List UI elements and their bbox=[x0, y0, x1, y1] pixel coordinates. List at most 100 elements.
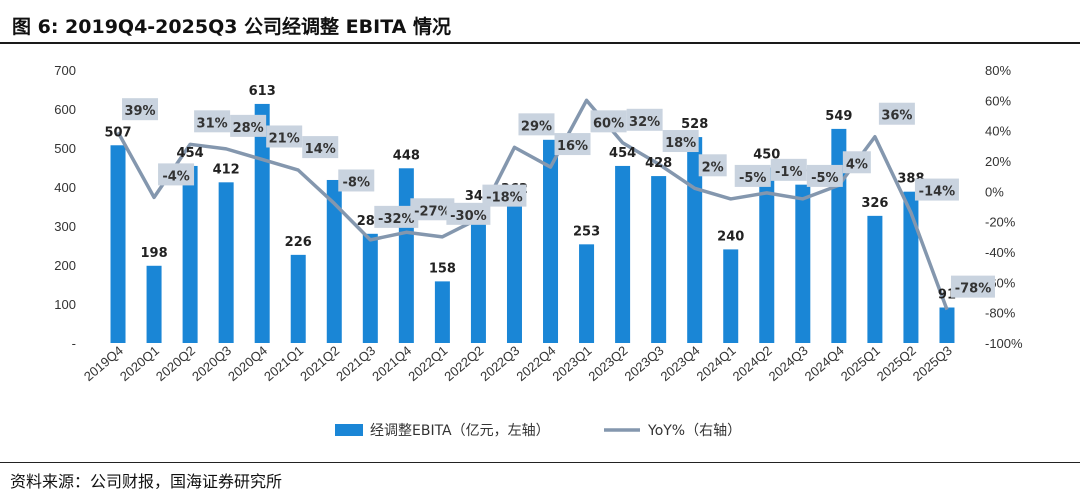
yoy-value-label: 21% bbox=[269, 131, 300, 146]
left-tick-label: - bbox=[72, 336, 76, 351]
yoy-value-label: 16% bbox=[557, 139, 588, 154]
bar-value-label: 326 bbox=[861, 196, 888, 211]
left-tick-label: 400 bbox=[54, 180, 76, 195]
yoy-label-box bbox=[878, 102, 915, 125]
x-tick-label: 2023Q1 bbox=[549, 343, 594, 384]
title-bar: 图 6: 2019Q4-2025Q3 公司经调整 EBITA 情况 bbox=[0, 0, 1080, 44]
yoy-label-box bbox=[518, 113, 555, 136]
left-tick-label: 600 bbox=[54, 102, 76, 117]
left-tick-label: 700 bbox=[54, 63, 76, 78]
yoy-value-label: -30% bbox=[450, 209, 487, 224]
right-tick-label: -80% bbox=[985, 306, 1016, 321]
chart: - 100 200 300 400 500 600 700 -100% -80% - 60% -40%… bbox=[54, 63, 1023, 439]
yoy-value-label: -5% bbox=[811, 171, 838, 186]
yoy-value-label: 29% bbox=[521, 119, 552, 134]
right-tick-label: -40% bbox=[985, 245, 1016, 260]
left-tick-label: 500 bbox=[54, 141, 76, 156]
legend-line-label: YoY%（右轴） bbox=[647, 423, 741, 439]
yoy-value-label: 31% bbox=[197, 116, 228, 131]
bar bbox=[182, 165, 198, 343]
yoy-value-label: 60% bbox=[593, 116, 624, 131]
x-tick-label: 2021Q4 bbox=[369, 343, 414, 384]
yoy-value-label: -14% bbox=[919, 185, 956, 200]
bar bbox=[867, 215, 883, 343]
x-tick-label: 2020Q3 bbox=[189, 343, 234, 384]
bar-value-label: 158 bbox=[429, 261, 456, 276]
bar bbox=[254, 103, 270, 344]
bar-series bbox=[110, 103, 955, 344]
x-tick-label: 2024Q3 bbox=[766, 343, 811, 384]
bar-value-label: 454 bbox=[609, 146, 636, 161]
bar-value-label: 454 bbox=[177, 146, 204, 161]
yoy-value-label: -1% bbox=[775, 165, 802, 180]
bar-value-label: 448 bbox=[393, 148, 420, 163]
x-tick-label: 2024Q4 bbox=[802, 343, 847, 384]
bar bbox=[795, 184, 811, 343]
bar-value-label: 507 bbox=[104, 125, 131, 140]
yoy-value-label: -32% bbox=[378, 212, 415, 227]
yoy-value-label: 4% bbox=[846, 157, 868, 172]
yoy-value-label: -18% bbox=[486, 191, 523, 206]
yoy-label-box bbox=[230, 114, 267, 137]
left-tick-label: 100 bbox=[54, 297, 76, 312]
yoy-labels: 39% -4% 31% 28% 21% 14% -8% -32%-27% -30% -18% 29%… bbox=[122, 98, 995, 298]
x-tick-label: 2023Q2 bbox=[585, 343, 630, 384]
yoy-line bbox=[116, 98, 949, 311]
yoy-label-box bbox=[374, 205, 419, 228]
legend-bar-label: 经调整EBITA（亿元，左轴） bbox=[370, 423, 550, 439]
x-tick-label: 2021Q1 bbox=[261, 343, 306, 384]
source-note: 资料来源：公司财报，国海证券研究所 bbox=[10, 472, 283, 491]
x-tick-label: 2025Q3 bbox=[910, 343, 955, 384]
x-tick-label: 2025Q1 bbox=[838, 343, 883, 384]
yoy-value-label: -8% bbox=[343, 175, 370, 190]
bar bbox=[723, 249, 739, 343]
yoy-value-label: -4% bbox=[162, 169, 189, 184]
x-tick-label: 2022Q2 bbox=[441, 343, 486, 384]
figure-title: 图 6: 2019Q4-2025Q3 公司经调整 EBITA 情况 bbox=[12, 16, 452, 38]
footer-divider bbox=[0, 462, 1080, 463]
bar bbox=[543, 139, 559, 343]
yoy-label-box bbox=[914, 178, 959, 201]
right-tick-label: -20% bbox=[985, 215, 1016, 230]
bar bbox=[218, 182, 234, 343]
yoy-label-box bbox=[554, 133, 591, 156]
legend-bar-swatch bbox=[335, 424, 363, 436]
bar-value-label: 450 bbox=[753, 148, 780, 163]
bar bbox=[146, 265, 162, 343]
bar-value-label: 412 bbox=[213, 162, 240, 177]
bar-value-label: 240 bbox=[717, 229, 744, 244]
bar bbox=[470, 208, 486, 343]
x-tick-label: 2023Q4 bbox=[658, 343, 703, 384]
right-tick-label: 60% bbox=[985, 93, 1011, 108]
left-tick-label: 300 bbox=[54, 219, 76, 234]
left-axis: - 100 200 300 400 500 600 700 bbox=[54, 63, 76, 351]
x-axis: 2019Q42020Q12020Q22020Q32020Q42021Q12021… bbox=[81, 343, 955, 384]
bar bbox=[506, 201, 522, 343]
left-tick-label: 200 bbox=[54, 258, 76, 273]
x-tick-label: 2019Q4 bbox=[81, 343, 126, 384]
yoy-label-box bbox=[698, 154, 727, 177]
bar bbox=[651, 176, 667, 343]
yoy-label-box bbox=[446, 202, 491, 225]
bar-value-label: 428 bbox=[645, 156, 672, 171]
yoy-value-label: 32% bbox=[629, 115, 660, 130]
yoy-label-box bbox=[266, 125, 303, 148]
yoy-label-box bbox=[950, 275, 995, 298]
yoy-label-box bbox=[158, 163, 195, 186]
x-tick-label: 2025Q2 bbox=[874, 343, 919, 384]
yoy-value-label: 39% bbox=[124, 104, 155, 119]
yoy-value-label: 2% bbox=[702, 160, 724, 175]
yoy-label-box bbox=[338, 169, 375, 192]
bar bbox=[398, 168, 414, 343]
yoy-value-label: 14% bbox=[305, 142, 336, 157]
yoy-value-label: 36% bbox=[881, 109, 912, 124]
yoy-label-box bbox=[842, 151, 871, 174]
x-tick-label: 2024Q1 bbox=[694, 343, 739, 384]
bar bbox=[326, 179, 342, 343]
x-tick-label: 2024Q2 bbox=[730, 343, 775, 384]
yoy-label-box bbox=[590, 110, 627, 133]
yoy-value-label: -5% bbox=[739, 171, 766, 186]
right-tick-label: 80% bbox=[985, 63, 1011, 78]
right-axis: -100%-80%-60%-40%-20%0%20%40%60%80% bbox=[985, 63, 1023, 351]
x-tick-label: 2022Q3 bbox=[477, 343, 522, 384]
